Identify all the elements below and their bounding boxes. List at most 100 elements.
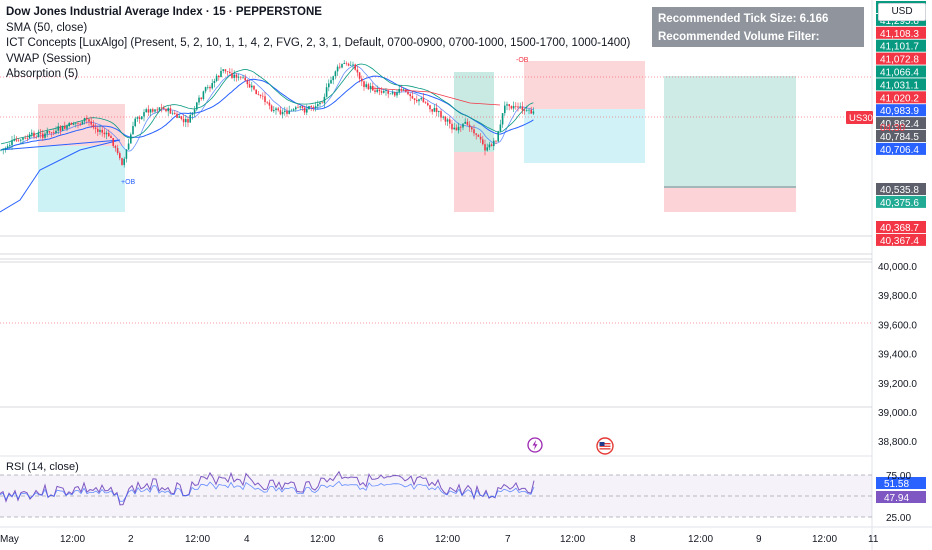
candle	[376, 89, 378, 92]
candle	[275, 108, 277, 111]
candle	[121, 158, 123, 165]
time-axis-tick: 4	[244, 534, 250, 545]
candle	[75, 123, 77, 124]
candle	[17, 140, 20, 142]
candle	[523, 110, 526, 111]
candle	[343, 63, 345, 65]
candle	[347, 63, 350, 66]
candle	[385, 90, 387, 92]
candle	[299, 106, 301, 108]
time-axis-tick: 9	[756, 534, 762, 545]
legend-ict[interactable]: ICT Concepts [LuxAlgo] (Present, 5, 2, 1…	[6, 37, 631, 49]
candle	[369, 85, 372, 90]
candle	[455, 127, 458, 131]
legend-vwap[interactable]: VWAP (Session)	[6, 52, 91, 65]
ict-line	[0, 63, 534, 145]
price-tag: 41,066.4	[876, 65, 926, 79]
candle	[6, 146, 9, 149]
time-axis-tick: 12:00	[310, 534, 335, 545]
candle	[521, 106, 524, 111]
candle	[152, 109, 154, 112]
candle	[211, 83, 213, 89]
candle	[290, 110, 293, 112]
candle	[154, 109, 156, 112]
candle	[433, 107, 436, 112]
price-tag: 41,031.1	[876, 78, 926, 91]
candle	[105, 132, 108, 135]
candle	[220, 70, 222, 78]
candle	[53, 132, 55, 134]
legend-absorption[interactable]: Absorption (5)	[6, 68, 79, 80]
price-tag: 40,784.5	[876, 130, 926, 143]
candle	[72, 123, 75, 125]
candle	[79, 123, 81, 125]
candle	[510, 106, 513, 109]
candle	[138, 117, 141, 119]
candle	[101, 129, 103, 133]
symbol-label: US30	[849, 113, 873, 124]
price-tag-label: 40,375.6	[880, 198, 919, 209]
candle	[497, 131, 499, 142]
candle	[70, 122, 73, 125]
candle	[226, 71, 229, 72]
legend-title[interactable]: Dow Jones Industrial Average Index · 15 …	[6, 6, 322, 18]
candle	[193, 109, 196, 114]
candle	[288, 110, 290, 114]
time-axis-tick: 11	[868, 534, 879, 545]
candle	[119, 153, 121, 159]
candle	[37, 133, 40, 138]
candle	[26, 138, 29, 139]
rsi-pane: 51.58 47.94	[0, 470, 926, 518]
candle	[31, 132, 33, 135]
candle	[356, 69, 359, 73]
candle	[127, 143, 130, 150]
candle	[306, 109, 308, 113]
time-axis: May 12:00 2 12:00 4 12:00 6 12:00 7 12:00 8 12:00 9 1…	[0, 534, 879, 545]
candle	[143, 112, 145, 117]
candle	[235, 74, 238, 78]
price-tag-label: 40,706.4	[880, 145, 919, 156]
candle	[517, 106, 519, 108]
price-tag-label: 40,983.9	[880, 106, 919, 117]
bullish-ob-zone	[38, 146, 125, 212]
us-flag-icon[interactable]	[596, 437, 614, 455]
candle	[28, 134, 31, 139]
candles	[0, 60, 535, 168]
price-tag: 41,072.8	[876, 52, 926, 66]
candle	[358, 72, 361, 79]
candle	[231, 73, 233, 78]
bolt-icon[interactable]	[527, 437, 543, 453]
candle	[446, 119, 449, 122]
candle	[77, 123, 79, 124]
candle	[136, 117, 139, 119]
candle	[48, 131, 51, 133]
candle	[196, 102, 198, 110]
candle	[380, 91, 383, 93]
candle	[416, 100, 418, 102]
candle	[178, 116, 180, 118]
candle	[504, 105, 506, 114]
long-target-zone	[664, 76, 796, 188]
candle	[367, 84, 370, 90]
candle	[185, 119, 187, 123]
rsi-axis-tick: 25.00	[886, 513, 911, 524]
candle	[132, 126, 134, 135]
candle	[35, 136, 37, 138]
candle	[363, 81, 365, 88]
price-axis-tick: 39,400.0	[878, 350, 917, 361]
candle	[332, 76, 334, 81]
candle	[310, 106, 312, 108]
currency-button[interactable]: USD	[878, 3, 926, 21]
rsi-legend[interactable]: RSI (14, close)	[6, 461, 79, 473]
price-tag: 40,862.4	[876, 117, 926, 130]
candle	[532, 111, 535, 114]
candle	[506, 104, 508, 106]
candle	[39, 133, 42, 134]
symbol-tag: US30	[846, 111, 873, 124]
price-axis-tick: 40,000.0	[878, 262, 917, 273]
legend-sma[interactable]: SMA (50, close)	[6, 21, 88, 34]
candle	[0, 149, 2, 151]
candle	[449, 119, 451, 124]
candle	[266, 101, 268, 103]
